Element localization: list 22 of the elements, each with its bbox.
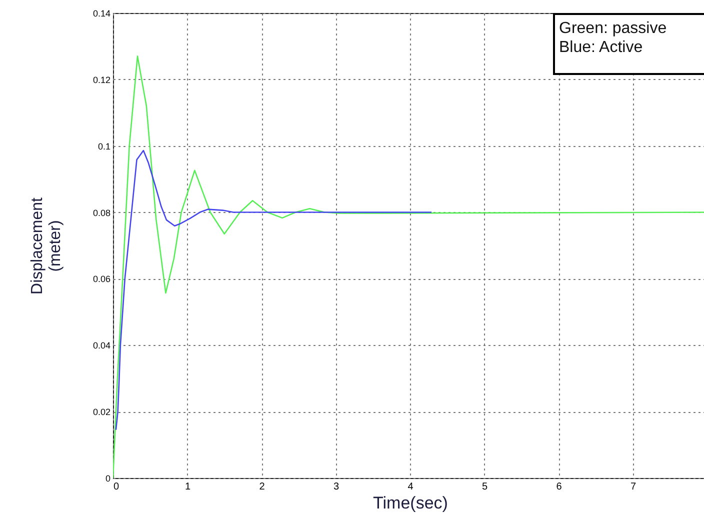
- text-box: Green: passive Blue: Active: [553, 13, 704, 75]
- x-tick-label: 1: [184, 482, 191, 492]
- annotation: Green: passive: [559, 19, 668, 38]
- x-tick-label: 7: [630, 482, 636, 492]
- x-tick-label: 0: [114, 482, 120, 492]
- x-tick-label: 4: [408, 482, 414, 492]
- annotation: Blue: Active: [559, 38, 644, 57]
- x-tick-label: 3: [333, 482, 340, 492]
- y-tick-label: 0: [105, 474, 110, 484]
- line-series: [115, 150, 432, 430]
- y-tick-label: 0.14: [92, 8, 110, 18]
- y-tick-label: 0.04: [92, 340, 110, 351]
- x-tick-label: 2: [259, 482, 266, 492]
- x-tick-label: 6: [556, 482, 562, 492]
- y-tick-label: 0.1: [98, 141, 110, 152]
- y-tick-label: 0.08: [92, 208, 110, 218]
- y-tick-label: 0.12: [92, 74, 110, 85]
- x-axis-title: Time(sec): [373, 494, 448, 512]
- y-tick-label: 0.06: [92, 274, 110, 284]
- y-axis-title: Displacement (meter): [28, 196, 64, 294]
- y-tick-label: 0.02: [92, 407, 110, 418]
- x-tick-label: 5: [482, 482, 488, 492]
